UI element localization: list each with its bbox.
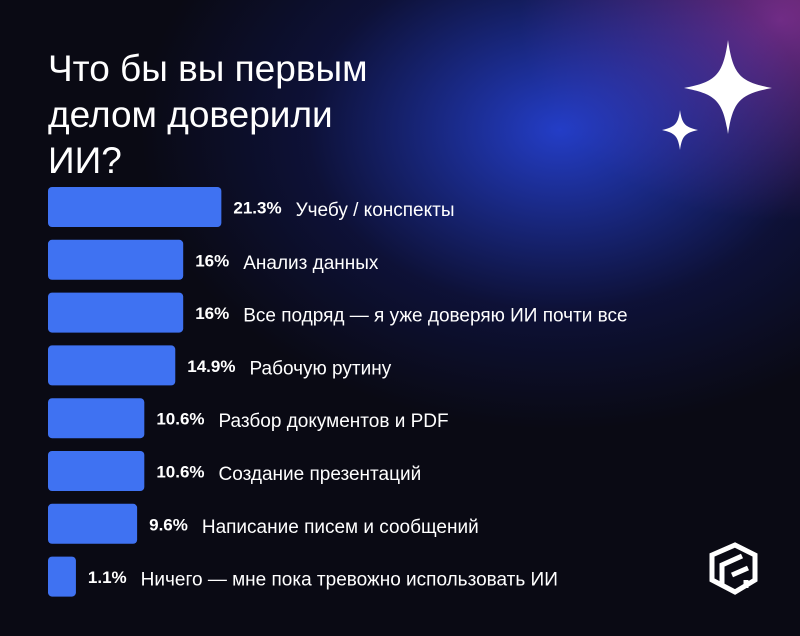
bar <box>48 292 184 333</box>
category-label: Ничего — мне пока тревожно использовать … <box>141 570 558 591</box>
bar <box>48 556 76 597</box>
bar <box>48 503 138 544</box>
category-label: Учебу / конспекты <box>296 200 455 221</box>
star-decoration <box>684 40 772 134</box>
bar <box>48 239 184 280</box>
value-label: 16% <box>195 251 229 270</box>
value-label: 1.1% <box>88 568 127 587</box>
value-label: 16% <box>195 304 229 323</box>
bar <box>48 187 222 227</box>
value-label: 10.6% <box>156 462 204 481</box>
category-label: Разбор документов и PDF <box>219 411 449 432</box>
value-label: 10.6% <box>156 410 204 429</box>
value-label: 21.3% <box>233 198 281 217</box>
bar <box>48 345 176 386</box>
star-decoration <box>662 110 698 150</box>
bar <box>48 451 145 491</box>
category-label: Анализ данных <box>243 253 379 274</box>
bar <box>48 398 145 439</box>
chart-title: Что бы вы первым делом доверили ИИ? <box>48 48 368 181</box>
value-label: 9.6% <box>149 515 188 534</box>
value-label: 14.9% <box>187 357 235 376</box>
category-label: Создание презентаций <box>219 464 422 485</box>
category-label: Все подряд — я уже доверяю ИИ почти все <box>243 306 627 327</box>
category-label: Рабочую рутину <box>249 358 391 379</box>
logo <box>709 542 758 595</box>
category-label: Написание писем и сообщений <box>202 517 479 538</box>
